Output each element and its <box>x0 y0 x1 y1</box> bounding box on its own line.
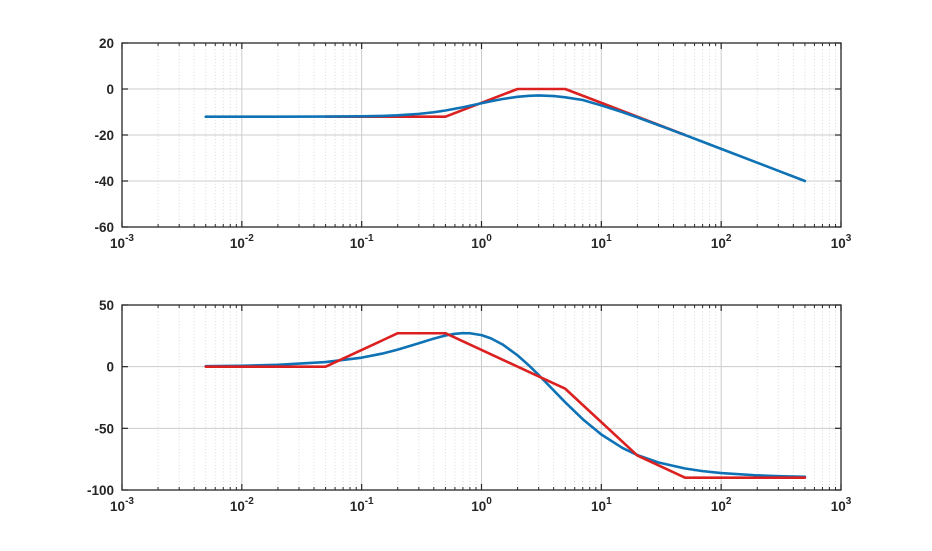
y-tick-label: -50 <box>94 421 114 436</box>
x-tick-label: 103 <box>831 233 852 251</box>
x-tick-label: 101 <box>591 496 612 514</box>
y-tick-label: 50 <box>99 298 114 313</box>
asymptote-magnitude-curve <box>324 87 687 137</box>
y-tick-label: -100 <box>87 483 114 498</box>
y-tick-label: 0 <box>106 82 114 97</box>
x-tick-label: 10-3 <box>110 233 134 251</box>
y-tick-label: 0 <box>106 360 114 375</box>
x-tick-label: 103 <box>831 496 852 514</box>
exact-magnitude-curve <box>204 94 807 183</box>
x-tick-label: 102 <box>711 496 732 514</box>
asymptote-phase-curve <box>204 331 807 479</box>
x-tick-label: 10-2 <box>230 233 254 251</box>
exact-phase-curve <box>204 331 807 479</box>
axes-box <box>121 304 842 491</box>
x-tick-label: 100 <box>471 233 492 251</box>
y-tick-label: -20 <box>94 128 114 143</box>
axes-box <box>121 42 842 228</box>
x-tick-label: 10-2 <box>230 496 254 514</box>
x-tick-label: 10-1 <box>350 496 374 514</box>
y-tick-label: -40 <box>94 174 114 189</box>
magnitude-plot: 10-3 10-2 10-1 100 101 102 103 20 0 -20 -40 -60 <box>94 36 851 251</box>
x-tick-label: 100 <box>471 496 492 514</box>
x-tick-label: 10-1 <box>350 233 374 251</box>
phase-plot: 10-3 10-2 10-1 100 101 102 103 50 0 -50 -100 <box>87 298 852 514</box>
x-tick-label: 10-3 <box>110 496 134 514</box>
x-tick-label: 102 <box>711 233 732 251</box>
y-tick-label: -60 <box>94 220 114 235</box>
x-tick-label: 101 <box>591 233 612 251</box>
y-tick-label: 20 <box>99 36 114 51</box>
